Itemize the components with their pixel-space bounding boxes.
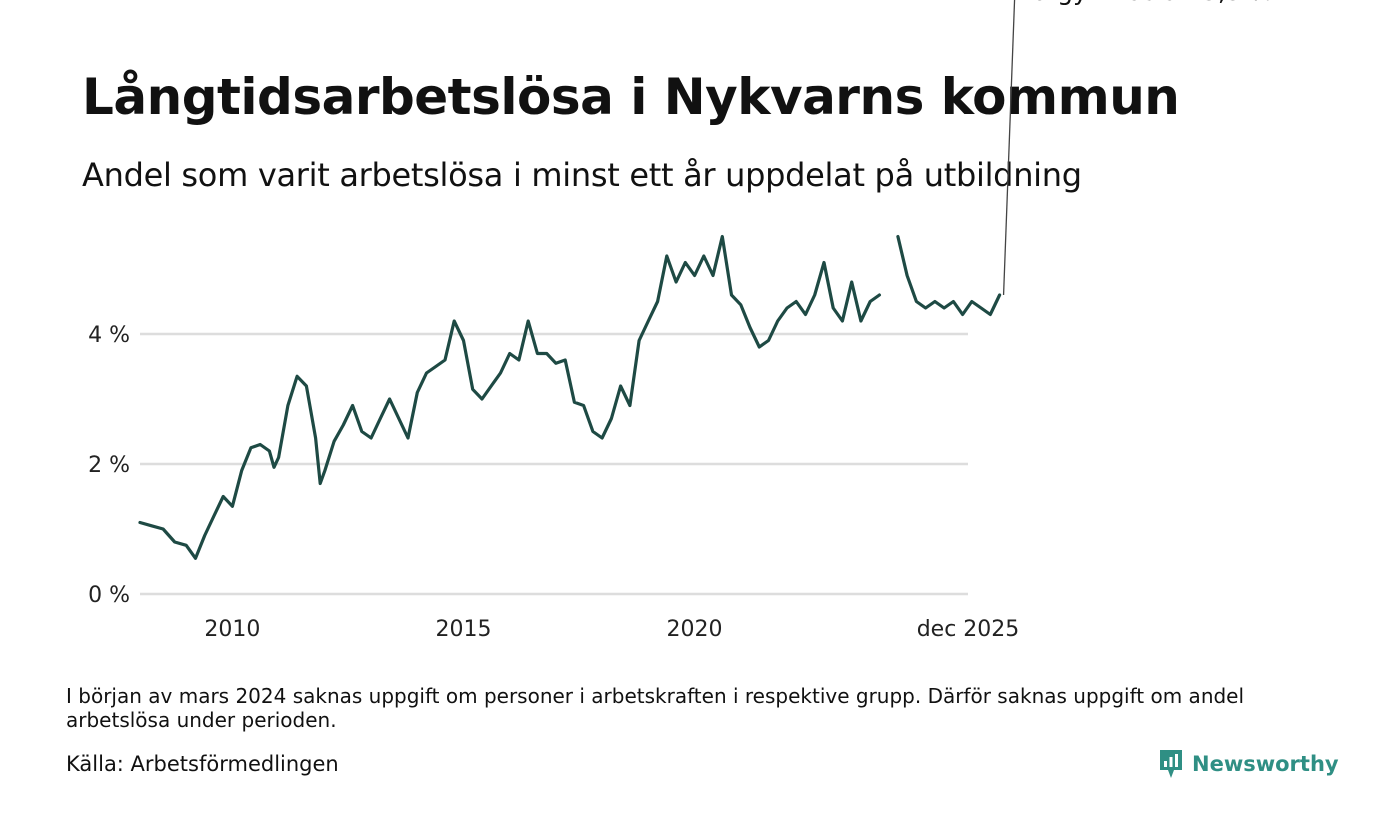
chart-subtitle: Andel som varit arbetslösa i minst ett å… <box>82 156 1082 194</box>
x-tick-label: 2015 <box>435 617 491 642</box>
newsworthy-logo-icon <box>1160 750 1182 778</box>
y-tick-label: 4 % <box>88 323 130 348</box>
gridlines <box>140 332 968 596</box>
x-tick-label: 2010 <box>204 617 260 642</box>
series-lines <box>138 234 1002 560</box>
x-tick-label: dec 2025 <box>917 617 1020 642</box>
brand-logo[interactable]: Newsworthy <box>1158 748 1339 780</box>
y-tick-label: 0 % <box>88 583 130 608</box>
series-labels: Förgymnasial: 3,3 % <box>1002 0 1274 296</box>
series-line-undefined <box>138 234 881 560</box>
x-axis: 2010 2015 2020 dec 2025 <box>204 617 1019 642</box>
brand-name: Newsworthy <box>1192 752 1339 776</box>
series-label-undefined: Förgymnasial: 3,3 % <box>1019 0 1274 6</box>
chart-note: I början av mars 2024 saknas uppgift om … <box>66 684 1245 732</box>
y-axis: 0 % 2 % 4 % <box>88 323 130 608</box>
x-tick-label: 2020 <box>667 617 723 642</box>
series-line-undefined <box>896 234 1002 317</box>
label-leader-line <box>1002 0 1016 296</box>
y-tick-label: 2 % <box>88 453 130 478</box>
chart-title: Långtidsarbetslösa i Nykvarns kommun <box>82 68 1180 126</box>
source-text: Källa: Arbetsförmedlingen <box>66 752 339 776</box>
